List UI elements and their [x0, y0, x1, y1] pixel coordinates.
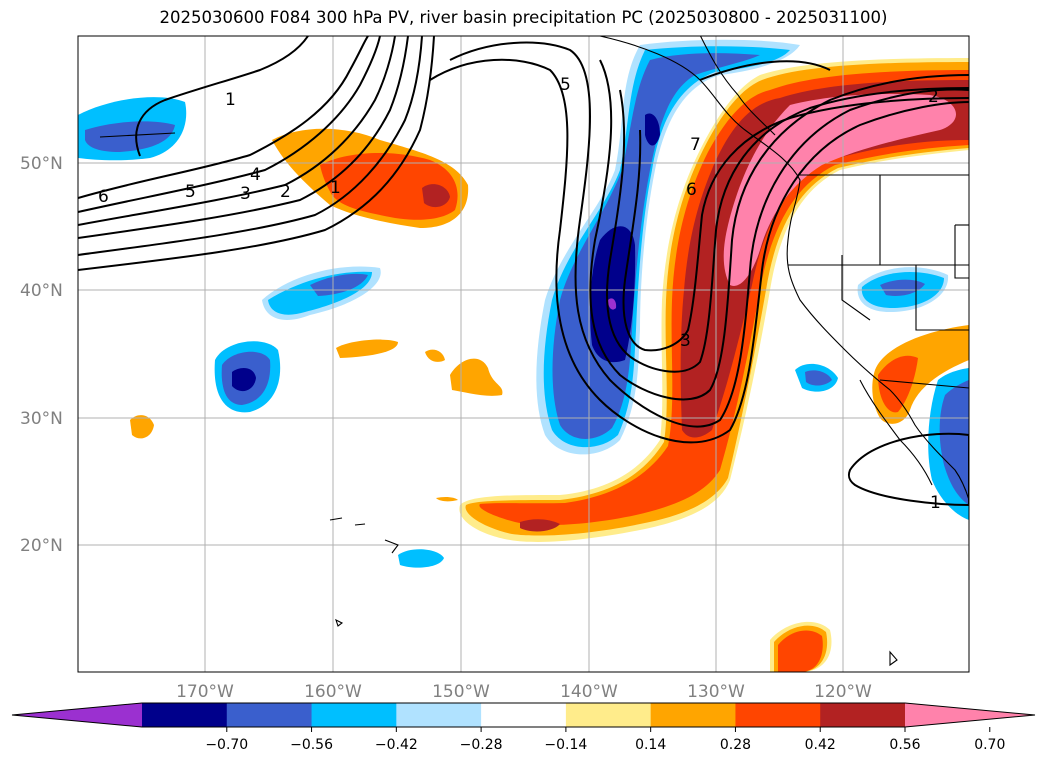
- map-title: 2025030600 F084 300 hPa PV, river basin …: [159, 8, 888, 27]
- contour-label: 1: [930, 493, 941, 513]
- colorbar-tick-label: 0.56: [889, 737, 920, 753]
- contour-label: 1: [225, 90, 236, 110]
- contour-label: 5: [185, 182, 196, 202]
- colorbar-extension-high: [905, 703, 1035, 727]
- map-frame: [77, 35, 970, 673]
- colorbar-swatch: [142, 703, 228, 727]
- contour-label: 6: [686, 180, 697, 200]
- longitude-labels: 170°W 160°W 150°W 140°W 130°W 120°W: [176, 682, 872, 702]
- colorbar-outline: [11, 702, 1036, 728]
- lat-label: 40°N: [20, 281, 63, 301]
- lon-label: 150°W: [432, 682, 490, 702]
- colorbar-tick-label: −0.14: [544, 737, 587, 753]
- colorbar-swatch: [735, 703, 821, 727]
- colorbar-tick-label: 0.28: [720, 737, 751, 753]
- colorbar: −0.70 −0.56 −0.42 −0.28 −0.14 0.14 0.28 0.42 0.5…: [11, 702, 1036, 753]
- lon-label: 130°W: [687, 682, 745, 702]
- colorbar-tick-label: −0.56: [290, 737, 333, 753]
- colorbar-swatch: [311, 703, 397, 727]
- lon-label: 120°W: [814, 682, 872, 702]
- colorbar-swatch: [820, 703, 906, 727]
- contour-label: 6: [98, 187, 109, 207]
- colorbar-tick-label: −0.42: [375, 737, 418, 753]
- contour-labels: 6 5 3 2 4 1 1 5 7 2 6 3 1: [98, 75, 941, 513]
- colorbar-tick-label: 0.42: [805, 737, 836, 753]
- lon-label: 160°W: [304, 682, 362, 702]
- lat-label: 50°N: [20, 154, 63, 174]
- lat-label: 30°N: [20, 409, 63, 429]
- contour-label: 5: [560, 75, 571, 95]
- contour-label: 3: [680, 331, 691, 351]
- lon-label: 140°W: [560, 682, 618, 702]
- colorbar-swatch: [481, 703, 567, 727]
- colorbar-tick-label: −0.70: [205, 737, 248, 753]
- lat-label: 20°N: [20, 536, 63, 556]
- precipitation-shading: [78, 39, 969, 672]
- contour-label: 1: [330, 178, 341, 198]
- contour-label: 2: [280, 182, 291, 202]
- latitude-labels: 50°N 40°N 30°N 20°N: [20, 154, 63, 556]
- colorbar-tick-label: 0.70: [974, 737, 1005, 753]
- contour-label: 7: [690, 135, 701, 155]
- lon-label: 170°W: [176, 682, 234, 702]
- colorbar-swatch: [396, 703, 482, 727]
- contour-label: 2: [928, 87, 939, 107]
- colorbar-tick-label: 0.14: [635, 737, 666, 753]
- colorbar-swatch: [650, 703, 736, 727]
- contour-label: 3: [240, 184, 251, 204]
- colorbar-tick-label: −0.28: [460, 737, 503, 753]
- colorbar-extension-low: [12, 703, 142, 727]
- colorbar-swatch: [226, 703, 313, 727]
- contour-label: 4: [250, 165, 261, 185]
- coastlines: [99, 36, 969, 667]
- colorbar-swatch: [565, 703, 652, 727]
- pv-contours: [78, 36, 969, 507]
